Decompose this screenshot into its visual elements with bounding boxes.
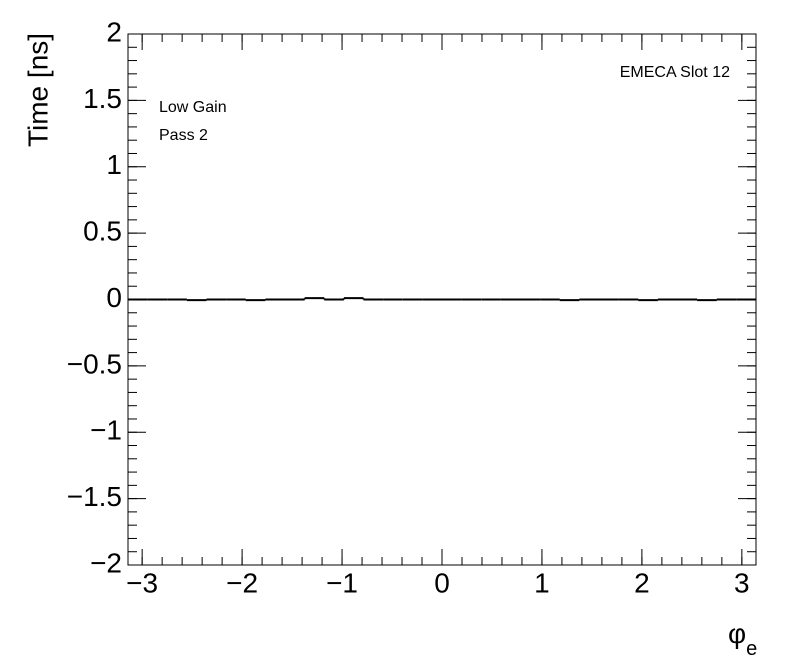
x-axis-label: φe: [728, 618, 757, 660]
annotation: Low Gain: [159, 99, 227, 116]
y-tick-label: −1.5: [67, 481, 122, 512]
x-tick-label: −1: [326, 567, 358, 598]
y-tick-label: −0.5: [67, 348, 122, 379]
annotation: Pass 2: [159, 127, 208, 144]
x-tick-label: 3: [734, 567, 750, 598]
y-tick-label: 0: [106, 282, 122, 313]
y-axis-label: Time [ns]: [22, 33, 53, 147]
y-tick-label: 0.5: [83, 216, 122, 247]
x-tick-label: 1: [534, 567, 550, 598]
y-tick-label: 2: [106, 16, 122, 47]
y-tick-label: 1.5: [83, 83, 122, 114]
x-label-sub: e: [746, 638, 757, 660]
x-label-main: φ: [728, 618, 746, 649]
x-tick-label: 0: [434, 567, 450, 598]
x-tick-label: −3: [126, 567, 158, 598]
y-tick-label: 1: [106, 149, 122, 180]
annotation: EMECA Slot 12: [620, 64, 730, 81]
x-tick-label: −2: [226, 567, 258, 598]
x-tick-label: 2: [634, 567, 650, 598]
y-tick-label: −1: [90, 415, 122, 446]
y-tick-label: −2: [90, 547, 122, 578]
